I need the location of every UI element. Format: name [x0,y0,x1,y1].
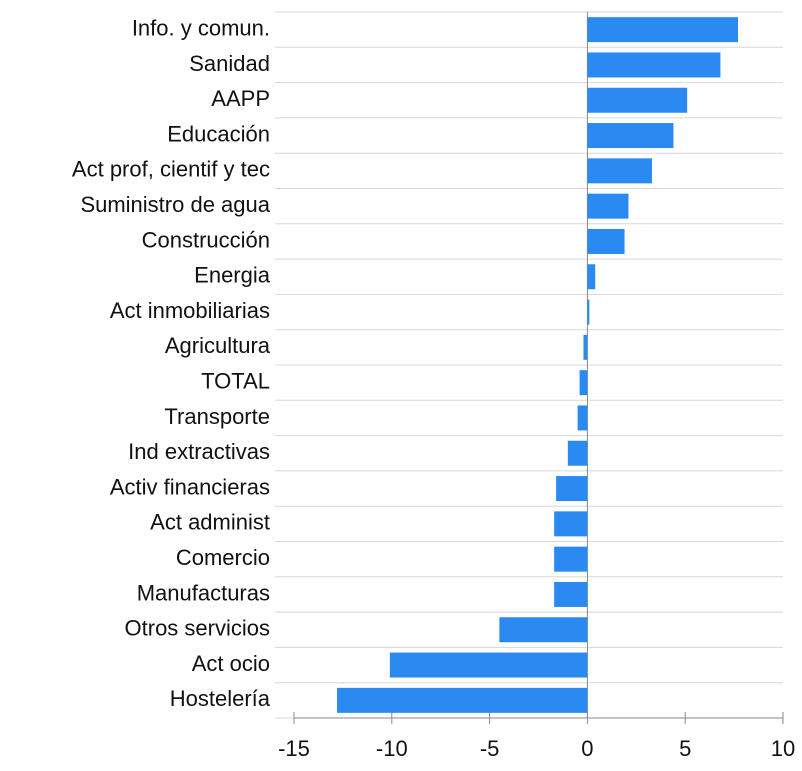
bar [554,581,588,607]
bar [499,617,588,643]
y-tick-label: TOTAL [201,368,270,393]
y-tick-label: AAPP [211,86,270,111]
bar [587,52,721,78]
y-tick-label: Agricultura [165,333,271,358]
bar [556,476,588,502]
y-tick-label: Energia [194,263,271,288]
y-tick-label: Comercio [176,545,270,570]
bar [587,17,739,43]
bar [567,440,588,466]
bar [389,652,588,678]
y-tick-label: Educación [167,121,270,146]
y-tick-label: Suministro de agua [80,192,270,217]
y-tick-label: Hostelería [170,686,271,711]
y-tick-label: Info. y comun. [132,15,270,40]
bar [579,370,588,396]
y-tick-label: Activ financieras [110,474,270,499]
y-tick-label: Manufacturas [137,580,270,605]
x-tick-label: -10 [376,736,408,761]
bar [337,687,588,713]
bar [587,264,596,290]
y-tick-label: Transporte [164,404,270,429]
y-tick-label: Act administ [150,510,270,535]
x-tick-label: -15 [278,736,310,761]
x-tick-label: 10 [771,736,795,761]
bar [577,405,588,431]
x-tick-label: 0 [581,736,593,761]
y-tick-label: Otros servicios [125,616,270,641]
x-tick-label: -5 [480,736,500,761]
bar [587,123,674,149]
bar [587,193,629,219]
y-tick-label: Sanidad [189,51,270,76]
bar [587,228,625,254]
bar [587,299,590,325]
bar [583,334,588,360]
y-tick-label: Act inmobiliarias [110,298,270,323]
y-tick-label: Act prof, cientif y tec [72,157,270,182]
bar [587,158,652,184]
bar [554,511,588,537]
y-tick-label: Ind extractivas [128,439,270,464]
bar [554,546,588,572]
x-tick-label: 5 [679,736,691,761]
y-tick-label: Construcción [142,227,270,252]
bar [587,87,688,113]
y-tick-label: Act ocio [192,651,270,676]
